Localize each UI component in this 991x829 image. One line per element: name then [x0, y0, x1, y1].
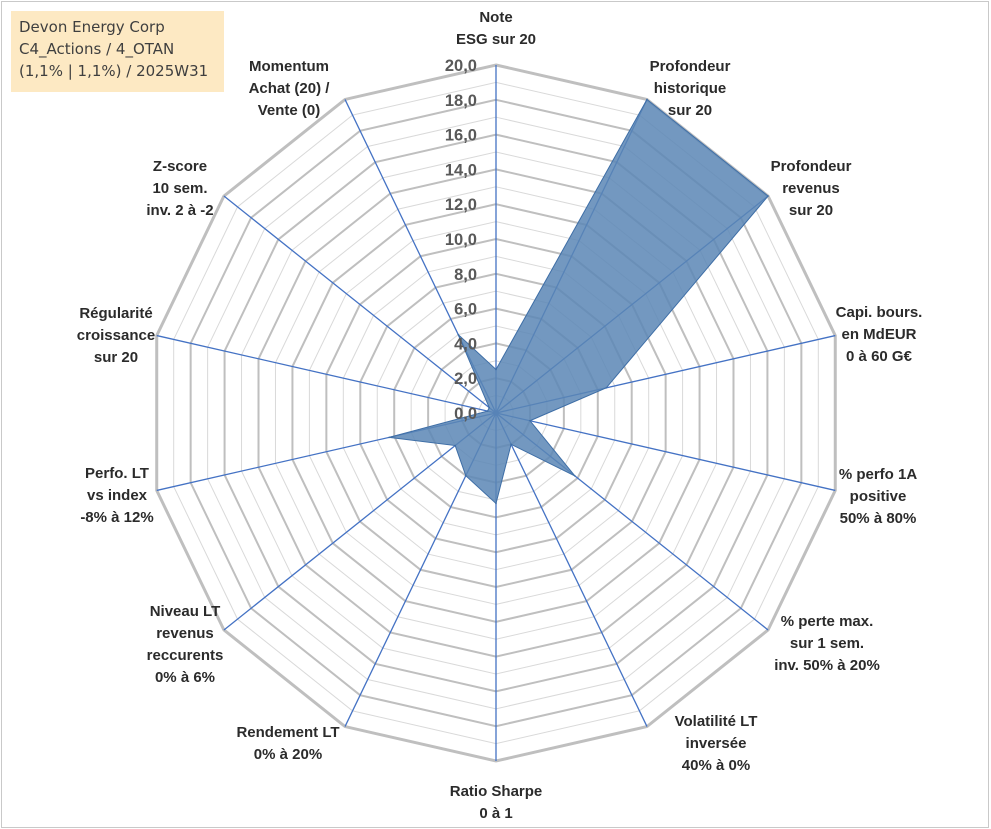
axis-label: 10 sem.	[152, 180, 207, 197]
data-point	[454, 444, 456, 447]
data-point	[605, 387, 608, 389]
r-tick-label: 4,0	[454, 335, 477, 353]
axis-spoke	[156, 334, 497, 414]
r-tick-label: 10,0	[445, 231, 477, 249]
axis-label: Achat (20) /	[249, 80, 331, 97]
axis-label: Régularité	[79, 305, 152, 322]
data-point	[495, 502, 497, 505]
axis-spoke	[223, 195, 497, 414]
axis-label: % perte max.	[781, 613, 874, 630]
axis-label: 0% à 20%	[254, 746, 322, 763]
r-tick-label: 8,0	[454, 266, 477, 284]
axis-spoke	[223, 412, 497, 631]
axis-label: inv. 50% à 20%	[774, 657, 880, 674]
axis-label: Ratio Sharpe	[450, 783, 543, 800]
data-point	[495, 368, 497, 371]
data-area	[388, 98, 769, 505]
data-point	[529, 419, 531, 422]
data-point	[646, 98, 648, 101]
r-tick-label: 18,0	[445, 92, 477, 110]
data-point	[457, 333, 460, 336]
axis-label: vs index	[87, 487, 148, 504]
title-weights-period: (1,1% | 1,1%) / 2025W31	[19, 62, 209, 80]
axis-label: % perfo 1A	[839, 466, 918, 483]
r-tick-label: 2,0	[454, 370, 477, 388]
axis-label: Note	[479, 9, 512, 26]
r-tick-label: 6,0	[454, 301, 477, 319]
r-tick-label: 0,0	[454, 405, 477, 423]
axis-label: positive	[850, 488, 907, 505]
data-point	[510, 443, 512, 446]
r-tick-label: 16,0	[445, 127, 477, 145]
axis-label: Z-score	[153, 158, 207, 175]
data-point	[767, 195, 769, 197]
r-tick-label: 12,0	[445, 196, 477, 214]
axis-label: sur 20	[789, 202, 833, 219]
axis-label: Momentum	[249, 58, 329, 75]
axis-label: Rendement LT	[236, 724, 339, 741]
axis-label: 0 à 60 G€	[846, 348, 913, 365]
axis-label: Capi. bours.	[836, 304, 923, 321]
title-category: C4_Actions / 4_OTAN	[19, 40, 175, 58]
title-company: Devon Energy Corp	[19, 18, 165, 36]
axis-label: sur 20	[668, 102, 712, 119]
axis-label: reccurents	[147, 647, 224, 664]
r-tick-label: 20,0	[445, 57, 477, 75]
axis-label: Perfo. LT	[85, 465, 149, 482]
axis-label: inv. 2 à -2	[146, 202, 213, 219]
axis-label: Volatilité LT	[675, 713, 758, 730]
axis-label: ESG sur 20	[456, 31, 536, 48]
data-point	[488, 406, 490, 409]
axis-label: inversée	[686, 735, 747, 752]
axis-spoke	[495, 412, 836, 492]
data-point	[574, 475, 576, 477]
axis-label: en MdEUR	[842, 326, 917, 343]
axis-label: sur 1 sem.	[790, 635, 864, 652]
axis-label: sur 20	[94, 349, 138, 366]
axis-label: 50% à 80%	[840, 510, 917, 527]
axis-label: -8% à 12%	[80, 509, 153, 526]
chart-title-box: Devon Energy Corp C4_Actions / 4_OTAN (1…	[11, 11, 224, 92]
axis-label: Niveau LT	[150, 603, 221, 620]
axis-label: Vente (0)	[258, 102, 321, 119]
axis-label: 0 à 1	[479, 805, 512, 822]
data-point	[486, 410, 489, 412]
axis-label: Profondeur	[650, 58, 731, 75]
data-point	[388, 436, 390, 439]
axis-label: Profondeur	[771, 158, 852, 175]
axis-label: 40% à 0%	[682, 757, 750, 774]
axis-label: 0% à 6%	[155, 669, 215, 686]
data-point	[465, 474, 467, 477]
axis-spoke	[495, 412, 648, 727]
axis-label: revenus	[156, 625, 214, 642]
axis-label: historique	[654, 80, 727, 97]
axis-label: croissance	[77, 327, 155, 344]
r-tick-label: 14,0	[445, 161, 477, 179]
axis-label: revenus	[782, 180, 840, 197]
